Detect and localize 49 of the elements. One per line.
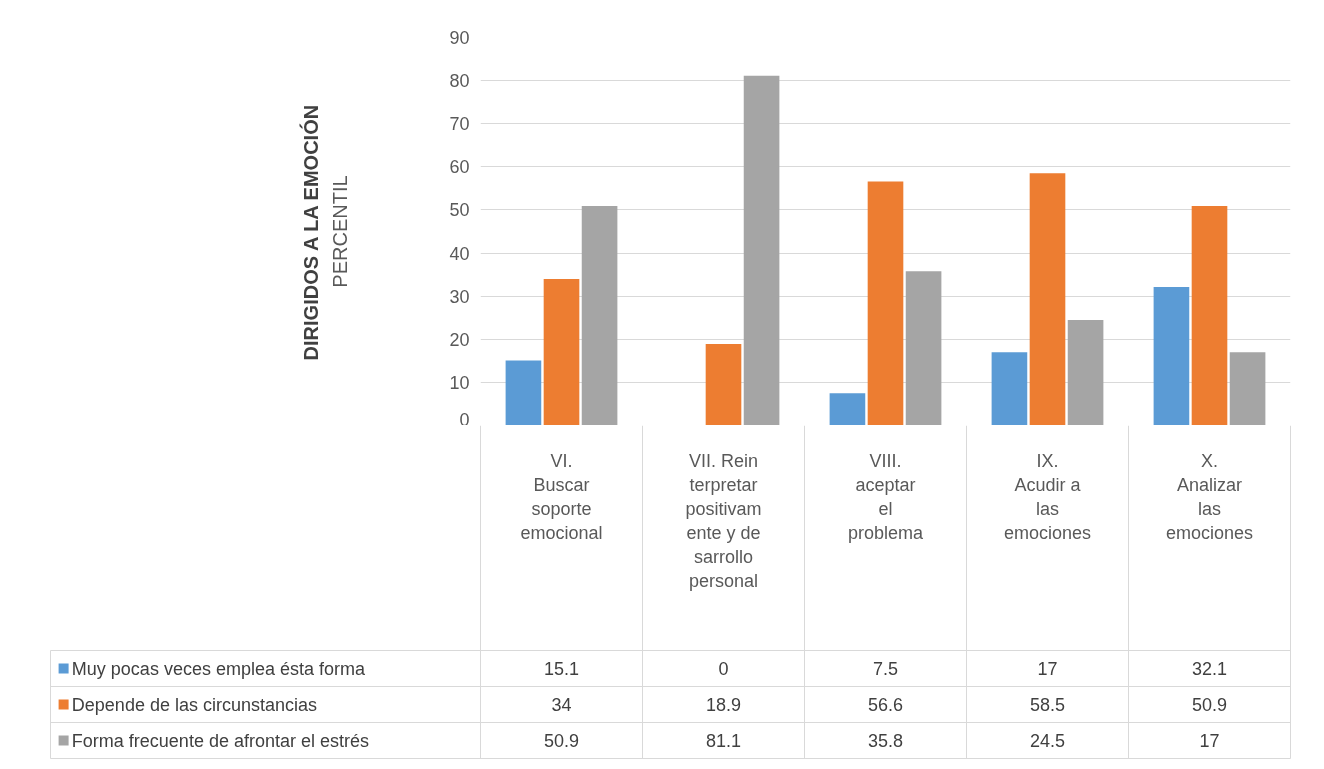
bar [505, 360, 542, 425]
data-label: 81.1 [705, 731, 742, 751]
y-tick-label: 70 [449, 114, 470, 135]
bar [1153, 287, 1190, 425]
y-tick-label: 60 [449, 157, 470, 178]
bar [1067, 319, 1104, 425]
data-label: 56.6 [867, 695, 904, 715]
bar [1191, 206, 1228, 425]
data-label: 58.5 [1029, 695, 1066, 715]
y-tick-label: 50 [449, 200, 470, 221]
data-label: 50.9 [1191, 695, 1228, 715]
bar [1029, 173, 1066, 425]
legend-label: Forma frecuente de afrontar el estrés [71, 730, 369, 751]
y-tick-label: 80 [449, 71, 470, 92]
bar [867, 181, 904, 425]
data-label: 0 [718, 659, 729, 679]
data-label: 34 [551, 695, 572, 715]
data-label: 50.9 [543, 731, 580, 751]
y-tick-label: 20 [449, 329, 470, 350]
data-label: 35.8 [867, 731, 904, 751]
legend-label: Depende de las circunstancias [71, 694, 317, 715]
bar [705, 344, 742, 425]
bar [581, 206, 618, 425]
bar [905, 271, 942, 425]
data-label: 32.1 [1191, 659, 1228, 679]
data-label: 17 [1199, 731, 1220, 751]
bar [829, 393, 866, 425]
x-tick-label: VIII. aceptar el problema [847, 450, 925, 543]
data-label: 15.1 [543, 659, 580, 679]
x-tick-label: VI. Buscar soporte emocional [520, 450, 603, 543]
bar [543, 278, 580, 425]
y-axis-title: PERCENTIL [329, 175, 352, 288]
text: DIRIGIDOS A LA EMOCIÓN [298, 104, 322, 361]
bar [743, 75, 780, 425]
bar [1229, 352, 1266, 425]
y-tick-label: 0 [459, 409, 470, 430]
y-tick-label: 30 [449, 286, 470, 307]
data-label: 24.5 [1029, 731, 1066, 751]
data-label: 18.9 [705, 695, 742, 715]
x-tick-label: VII. Reinterpretar positivamente y desarrollo personal [685, 450, 762, 591]
legend-label: Muy pocas veces emplea ésta forma [71, 658, 366, 679]
y-tick-label: 10 [449, 372, 470, 393]
x-tick-label: IX. Acudir a las emociones [1003, 450, 1092, 543]
data-label: 17 [1037, 659, 1058, 679]
x-tick-label: X. Analizar las emociones [1165, 450, 1254, 543]
y-tick-label: 90 [449, 28, 470, 48]
data-label: 7.5 [872, 659, 899, 679]
y-tick-label: 40 [449, 243, 470, 264]
bar [991, 352, 1028, 425]
